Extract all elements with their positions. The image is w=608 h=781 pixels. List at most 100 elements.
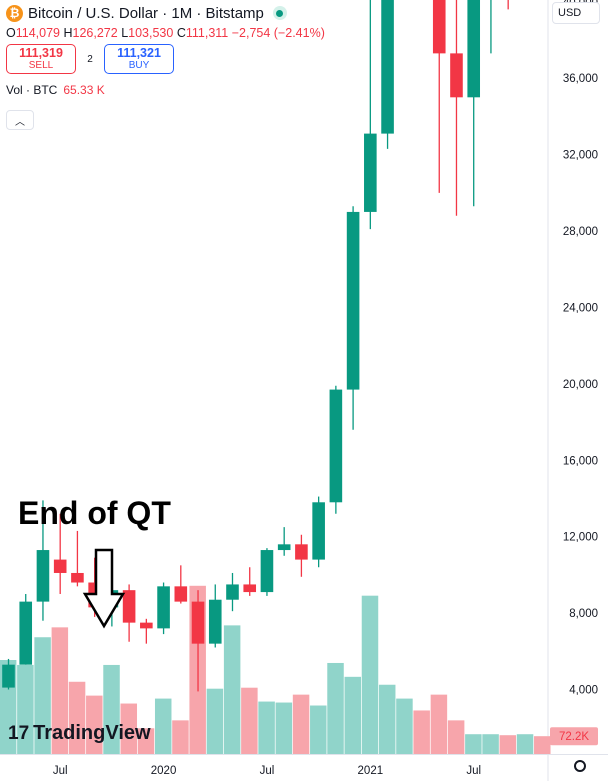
time-tick-label: Jul bbox=[466, 765, 481, 777]
volume-bar bbox=[206, 688, 224, 754]
candle-body bbox=[312, 502, 325, 560]
candle-body bbox=[432, 0, 446, 54]
volume-bar bbox=[223, 625, 241, 754]
market-status-icon[interactable] bbox=[272, 6, 287, 20]
candle-body bbox=[140, 622, 153, 629]
price-tick-label: 12,000 bbox=[563, 532, 598, 544]
annotation-text: End of QT bbox=[18, 495, 171, 531]
volume-bar bbox=[137, 728, 155, 754]
candle-body bbox=[381, 0, 394, 134]
price-tick-label: 20,000 bbox=[563, 379, 598, 391]
down-arrow-icon bbox=[82, 548, 126, 629]
volume-bar bbox=[378, 684, 396, 754]
volume-bar bbox=[172, 720, 189, 754]
volume-bar bbox=[499, 735, 517, 754]
sell-button[interactable]: 111,319 SELL bbox=[6, 44, 76, 74]
volume-bar bbox=[327, 662, 344, 754]
currency-label: USD bbox=[558, 7, 582, 19]
candle-body bbox=[122, 590, 136, 623]
volume-value: 65.33 K bbox=[63, 83, 105, 97]
candle-body bbox=[53, 559, 67, 573]
settings-gear-icon[interactable] bbox=[574, 760, 586, 772]
high-value: 126,272 bbox=[72, 26, 118, 40]
chevron-up-icon: ︿ bbox=[15, 116, 25, 128]
buy-button[interactable]: 111,321 BUY bbox=[104, 44, 174, 74]
candle-body bbox=[19, 601, 33, 665]
change-value: −2,754 (−2.41%) bbox=[231, 26, 325, 40]
sell-price: 111,319 bbox=[19, 45, 63, 60]
tradingview-logo-mark: 17 bbox=[8, 722, 30, 744]
time-tick-label: 2021 bbox=[358, 765, 384, 777]
high-label: H bbox=[63, 26, 73, 40]
candle-body bbox=[36, 550, 50, 602]
price-axis-background bbox=[548, 0, 608, 781]
volume-bar bbox=[275, 702, 293, 754]
candle-body bbox=[450, 53, 463, 98]
price-tick-label: 4,000 bbox=[569, 685, 598, 697]
candle-body bbox=[467, 0, 481, 98]
price-tick-label: 32,000 bbox=[563, 150, 598, 162]
buy-price: 111,321 bbox=[117, 45, 161, 60]
candle-body bbox=[71, 572, 84, 583]
volume-bar bbox=[413, 710, 430, 754]
volume-bar bbox=[292, 694, 310, 754]
time-tick-label: Jul bbox=[260, 765, 275, 777]
time-tick-label: Jul bbox=[53, 765, 68, 777]
volume-bar bbox=[396, 698, 413, 754]
volume-badge bbox=[550, 727, 598, 746]
collapse-legend-button[interactable]: ︿ bbox=[6, 110, 34, 130]
volume-bar bbox=[447, 720, 465, 754]
volume-bar bbox=[534, 736, 551, 754]
low-value: 103,530 bbox=[128, 26, 174, 40]
volume-badge-label: 72.2K bbox=[559, 731, 589, 743]
symbol-header: ₿ Bitcoin / U.S. Dollar · 1M · Bitstamp … bbox=[6, 4, 325, 97]
candle-body bbox=[277, 544, 291, 551]
candle-body bbox=[208, 599, 222, 644]
tradingview-logo[interactable]: 17 TradingView bbox=[8, 722, 151, 745]
sell-label: SELL bbox=[28, 59, 54, 71]
tradingview-logo-text: TradingView bbox=[33, 722, 151, 744]
volume-bar bbox=[103, 664, 120, 754]
open-label: O bbox=[6, 26, 16, 40]
volume-bar bbox=[51, 627, 69, 754]
close-value: 111,311 bbox=[185, 26, 229, 40]
candle-body bbox=[2, 664, 15, 688]
low-label: L bbox=[121, 26, 129, 40]
price-tick-label: 16,000 bbox=[563, 455, 598, 467]
symbol-title[interactable]: Bitcoin / U.S. Dollar · 1M · Bitstamp bbox=[28, 4, 264, 22]
volume-bar bbox=[34, 637, 51, 754]
volume-bar bbox=[344, 676, 361, 754]
volume-bar bbox=[68, 681, 86, 754]
volume-legend: Vol · BTC 65.33 K bbox=[6, 83, 325, 97]
candle-body bbox=[174, 586, 188, 602]
volume-bar bbox=[310, 705, 327, 754]
price-tick-label: 28,000 bbox=[563, 226, 598, 238]
candle-body bbox=[364, 133, 377, 212]
volume-bar bbox=[430, 694, 448, 754]
volume-bar bbox=[154, 698, 172, 754]
time-tick-label: 2020 bbox=[151, 765, 177, 777]
volume-bar bbox=[516, 734, 534, 754]
volume-bar bbox=[258, 701, 275, 754]
bitcoin-icon: ₿ bbox=[6, 4, 23, 22]
time-axis-background bbox=[0, 754, 548, 781]
buy-label: BUY bbox=[128, 59, 150, 71]
volume-bar bbox=[361, 595, 379, 754]
price-tick-label: 24,000 bbox=[563, 302, 598, 314]
spread-value: 2 bbox=[87, 53, 93, 65]
candle-body bbox=[226, 584, 239, 600]
candle-body bbox=[346, 211, 360, 390]
candle-body bbox=[329, 389, 343, 503]
candle-body bbox=[157, 586, 170, 629]
volume-bar bbox=[120, 703, 138, 754]
candle-body bbox=[191, 601, 205, 644]
price-tick-label: 8,000 bbox=[569, 608, 598, 620]
price-tick-label: 36,000 bbox=[563, 73, 598, 85]
open-value: 114,079 bbox=[15, 26, 60, 40]
currency-selector[interactable]: USD bbox=[552, 2, 600, 24]
candle-body bbox=[295, 544, 308, 560]
volume-bar bbox=[482, 734, 499, 754]
volume-bar bbox=[17, 664, 34, 754]
candle-body bbox=[260, 550, 274, 593]
